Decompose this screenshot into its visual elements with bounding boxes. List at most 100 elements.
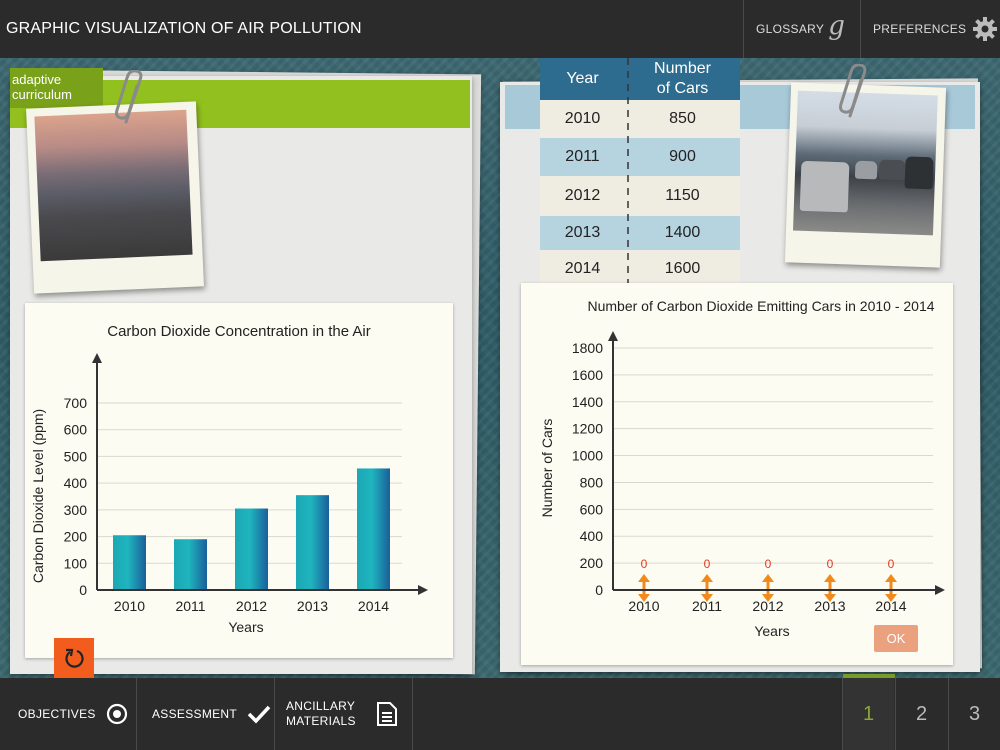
bottom-bar: OBJECTIVES ASSESSMENT ANCILLARY MATERIAL… — [0, 674, 1000, 750]
bar-2012 — [235, 508, 268, 590]
y-tick-label: 0 — [595, 582, 603, 598]
row-cars: 1400 — [664, 224, 701, 241]
glossary-icon: g — [828, 11, 846, 41]
x-axis-arrow — [418, 585, 428, 595]
cars-chart-card — [521, 283, 953, 665]
x-tick-label: 2012 — [752, 598, 783, 614]
preferences-button[interactable]: PREFERENCES — [860, 0, 1000, 58]
y-tick-label: 1600 — [572, 367, 603, 383]
up-arrow-icon — [638, 574, 650, 582]
ancillary-materials-button[interactable]: ANCILLARY MATERIALS — [275, 678, 413, 750]
x-axis-arrow — [935, 585, 945, 595]
glossary-button[interactable]: GLOSSARY g — [743, 0, 860, 58]
x-axis-label: Years — [754, 623, 789, 639]
assessment-button[interactable]: ASSESSMENT — [137, 678, 275, 750]
reset-button[interactable] — [54, 638, 94, 678]
target-icon — [106, 703, 127, 725]
ok-button[interactable]: OK — [874, 625, 918, 652]
header-year: Year — [566, 70, 599, 87]
x-tick-label: 2014 — [358, 598, 389, 614]
row-cars: 1150 — [665, 187, 700, 204]
y-tick-label: 600 — [580, 501, 604, 517]
up-arrow-icon — [701, 574, 713, 582]
up-arrow-icon — [824, 574, 836, 582]
y-tick-label: 200 — [64, 529, 88, 545]
y-tick-label: 100 — [64, 555, 88, 571]
down-arrow-icon — [701, 594, 713, 602]
bar-value-label: 0 — [704, 557, 711, 571]
up-arrow-icon — [885, 574, 897, 582]
co2-concentration-chart: Carbon Dioxide Concentration in the Air 0… — [30, 323, 428, 635]
row-year: 2011 — [565, 148, 600, 165]
bar-value-label: 0 — [765, 557, 772, 571]
y-tick-label: 200 — [580, 555, 604, 571]
assessment-label: ASSESSMENT — [152, 707, 238, 721]
header-cars: Number of Cars — [625, 59, 740, 99]
paperclip-icon — [839, 64, 867, 118]
y-axis-arrow — [92, 353, 102, 363]
chart-title: Carbon Dioxide Concentration in the Air — [107, 323, 370, 340]
y-tick-label: 1400 — [572, 394, 603, 410]
y-tick-label: 1200 — [572, 421, 603, 437]
logo-line1: adaptive — [12, 72, 62, 87]
row-cars: 1600 — [664, 260, 701, 277]
ancillary-label-line2: MATERIALS — [286, 714, 356, 728]
y-axis-label: Carbon Dioxide Level (ppm) — [30, 409, 46, 583]
cars-chart[interactable]: Number of Carbon Dioxide Emitting Cars i… — [521, 283, 953, 665]
paperclip-icon — [115, 70, 143, 124]
y-axis-arrow — [608, 331, 618, 341]
bar-2013 — [296, 495, 329, 590]
page-button-3[interactable]: 3 — [948, 678, 1000, 750]
y-tick-label: 700 — [64, 395, 88, 411]
header-cars-line1: Number — [654, 60, 711, 77]
table-row: 2012 1150 — [540, 176, 740, 216]
row-cars: 850 — [669, 110, 696, 127]
preferences-label: PREFERENCES — [873, 22, 967, 36]
y-tick-label: 300 — [64, 502, 88, 518]
x-tick-label: 2013 — [814, 598, 845, 614]
y-tick-label: 500 — [64, 448, 88, 464]
bar-value-label: 0 — [641, 557, 648, 571]
row-year: 2012 — [564, 187, 601, 204]
y-tick-label: 400 — [64, 475, 88, 491]
down-arrow-icon — [638, 594, 650, 602]
page-button-1[interactable]: 1 — [842, 674, 895, 750]
y-tick-label: 800 — [580, 474, 604, 490]
down-arrow-icon — [885, 594, 897, 602]
reset-icon — [65, 648, 84, 668]
table-row: 2010 850 — [540, 100, 740, 138]
x-axis-label: Years — [228, 619, 263, 635]
bar-2011 — [174, 539, 207, 590]
y-tick-label: 0 — [79, 582, 87, 598]
y-axis-label: Number of Cars — [539, 419, 555, 518]
page-button-2[interactable]: 2 — [895, 678, 947, 750]
cars-data-table: Year Number of Cars 2010 850 2011 900 20… — [540, 58, 740, 288]
bar-value-label: 0 — [888, 557, 895, 571]
row-year: 2010 — [564, 110, 601, 127]
glossary-label: GLOSSARY — [756, 22, 825, 36]
top-bar: GRAPHIC VISUALIZATION OF AIR POLLUTION G… — [0, 0, 1000, 58]
gear-icon — [973, 17, 998, 41]
y-tick-label: 1000 — [572, 448, 603, 464]
x-tick-label: 2010 — [628, 598, 659, 614]
table-row: 2011 900 — [540, 138, 740, 176]
logo-line2: curriculum — [12, 87, 72, 102]
table-row: 2013 1400 — [540, 216, 740, 250]
city-smog-photo — [26, 101, 204, 294]
header-cars-line2: of Cars — [656, 80, 709, 97]
table-divider — [627, 58, 629, 288]
row-year: 2014 — [564, 260, 601, 277]
objectives-button[interactable]: OBJECTIVES — [0, 678, 137, 750]
y-tick-label: 600 — [64, 422, 88, 438]
y-tick-label: 400 — [580, 528, 604, 544]
x-tick-label: 2011 — [175, 598, 205, 614]
chart-title: Number of Carbon Dioxide Emitting Cars i… — [587, 298, 934, 314]
logo: adaptive curriculum — [10, 68, 103, 108]
city-smog-image — [34, 109, 193, 262]
ancillary-label-line1: ANCILLARY — [286, 699, 356, 713]
objectives-label: OBJECTIVES — [18, 707, 96, 721]
table-header: Year Number of Cars — [540, 58, 740, 100]
checkmark-icon — [247, 705, 271, 724]
x-tick-label: 2010 — [114, 598, 145, 614]
bar-2010 — [113, 535, 146, 590]
